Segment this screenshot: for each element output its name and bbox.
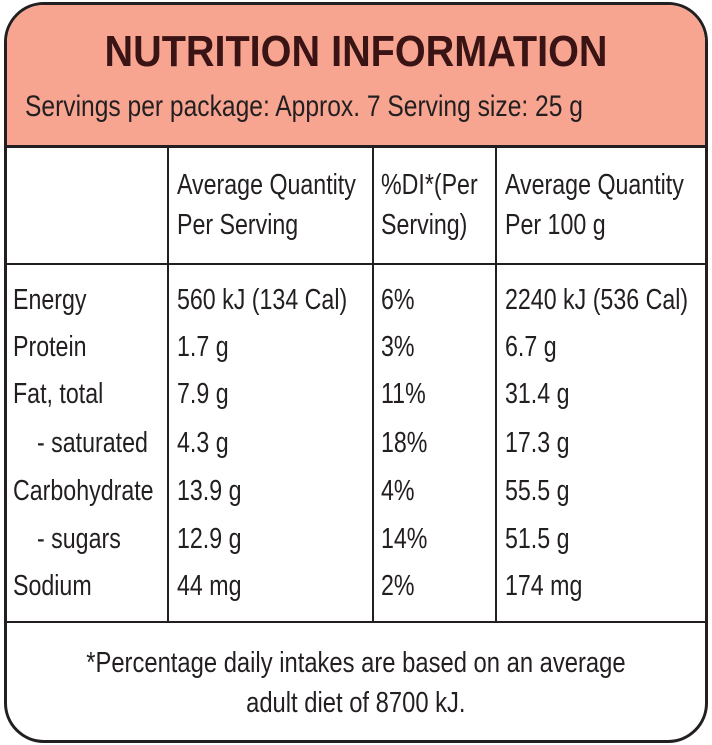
row-label: - saturated [37,427,148,459]
per-serving-value: 44 mg [177,570,242,602]
row-label: - sugars [37,523,121,555]
row-label: Energy [13,284,87,316]
di-value: 2% [381,570,415,602]
panel-title: NUTRITION INFORMATION [104,27,608,76]
footnote-divider [7,621,705,623]
per-100g-value: 55.5 g [505,475,570,507]
per-serving-value: 12.9 g [177,523,242,555]
column-header-per-serving: Average Quantity Per Serving [177,169,356,241]
header-row-divider [7,263,705,265]
per-100g-value: 6.7 g [505,331,557,363]
per-100g-value: 31.4 g [505,378,570,410]
column-header-per-100g: Average Quantity Per 100 g [505,169,684,241]
per-100g-value: 174 mg [505,570,583,602]
column-divider [167,148,169,623]
panel-header: NUTRITION INFORMATION Servings per packa… [7,5,705,148]
footnote-line: adult diet of 8700 kJ. [246,687,466,719]
per-100g-value: 51.5 g [505,523,570,555]
per-serving-value: 7.9 g [177,378,229,410]
per-serving-value: 4.3 g [177,427,229,459]
di-value: 3% [381,331,415,363]
nutrition-panel: NUTRITION INFORMATION Servings per packa… [4,2,708,743]
column-divider [372,148,374,623]
di-value: 4% [381,475,415,507]
servings-info: Servings per package: Approx. 7 Serving … [25,90,583,123]
row-label: Sodium [13,570,92,602]
di-value: 11% [381,378,426,410]
per-serving-value: 560 kJ (134 Cal) [177,284,348,316]
footnote-line: *Percentage daily intakes are based on a… [86,647,626,679]
per-serving-value: 1.7 g [177,331,229,363]
column-header-di: %DI*(Per Serving) [381,169,478,241]
di-value: 14% [381,523,428,555]
row-label: Carbohydrate [13,475,154,507]
di-value: 18% [381,427,428,459]
per-serving-value: 13.9 g [177,475,242,507]
footnote: *Percentage daily intakes are based on a… [7,643,705,723]
row-label: Fat, total [13,378,104,410]
row-label: Protein [13,331,87,363]
per-100g-value: 17.3 g [505,427,570,459]
di-value: 6% [381,284,415,316]
column-divider [495,148,497,623]
per-100g-value: 2240 kJ (536 Cal) [505,284,689,316]
